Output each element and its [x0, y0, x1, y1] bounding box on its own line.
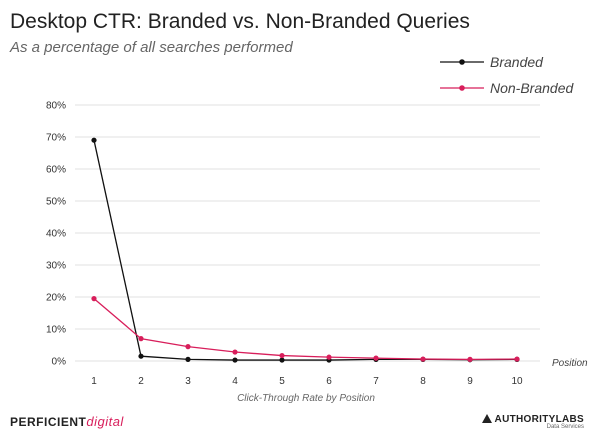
x-tick-label: 5	[279, 376, 285, 387]
y-tick-label: 50%	[46, 197, 66, 208]
x-tick-label: 8	[420, 376, 426, 387]
data-point	[279, 352, 285, 359]
x-tick-label: 10	[511, 376, 523, 387]
chart-title: Desktop CTR: Branded vs. Non-Branded Que…	[10, 10, 470, 33]
series-group	[91, 137, 520, 363]
legend-marker	[459, 85, 465, 91]
y-tick-label: 30%	[46, 261, 66, 272]
data-point	[373, 355, 379, 361]
x-tick-label: 6	[326, 376, 332, 387]
data-point	[232, 357, 238, 363]
authoritylabs-logo: AUTHORITYLABS Data Services	[481, 414, 584, 430]
x-tick-label: 3	[185, 376, 191, 387]
data-point	[326, 354, 332, 360]
authoritylabs-sub-text: Data Services	[546, 424, 584, 430]
data-point	[185, 344, 191, 350]
y-tick-label: 70%	[46, 133, 66, 144]
y-tick-label: 0%	[52, 357, 67, 368]
y-tick-label: 10%	[46, 325, 66, 336]
x-tick-label: 9	[467, 376, 473, 387]
authoritylabs-logo-text: AUTHORITYLABS	[494, 414, 584, 425]
legend-marker	[459, 59, 465, 65]
series-line	[93, 140, 518, 361]
legend-label: Non-Branded	[490, 80, 574, 96]
perficient-logo-accent: digital	[86, 414, 124, 429]
perficient-logo: PERFICIENTdigital	[10, 414, 124, 429]
y-tick-label: 20%	[46, 293, 66, 304]
data-point	[420, 356, 426, 362]
x-axis-title: Click-Through Rate by Position	[237, 393, 375, 404]
x-axis-ticks: 1 2 3 4 5 6 7 8 9 10	[91, 376, 523, 387]
data-point	[185, 356, 191, 362]
chart-subtitle: As a percentage of all searches performe…	[9, 39, 293, 56]
y-tick-label: 60%	[46, 165, 66, 176]
data-point	[467, 356, 473, 362]
data-point	[232, 349, 238, 355]
perficient-logo-text: PERFICIENT	[10, 415, 87, 429]
data-point	[279, 357, 285, 363]
data-point	[91, 137, 97, 143]
y-tick-label: 40%	[46, 229, 66, 240]
data-point	[138, 336, 144, 342]
legend: Branded Non-Branded	[440, 54, 574, 96]
legend-label: Branded	[490, 54, 544, 70]
data-point	[138, 353, 144, 359]
data-point	[91, 296, 97, 302]
y-tick-label: 80%	[46, 101, 66, 112]
x-axis-end-label: Position	[552, 358, 588, 369]
data-point	[514, 356, 520, 362]
x-tick-label: 1	[91, 376, 97, 387]
x-tick-label: 7	[373, 376, 379, 387]
x-tick-label: 4	[232, 376, 238, 387]
x-tick-label: 2	[138, 376, 144, 387]
series-line	[93, 298, 518, 361]
authoritylabs-triangle-icon	[481, 414, 492, 423]
gridlines	[75, 104, 540, 362]
y-axis-ticks: 0% 10% 20% 30% 40% 50% 60% 70% 80%	[46, 101, 66, 368]
